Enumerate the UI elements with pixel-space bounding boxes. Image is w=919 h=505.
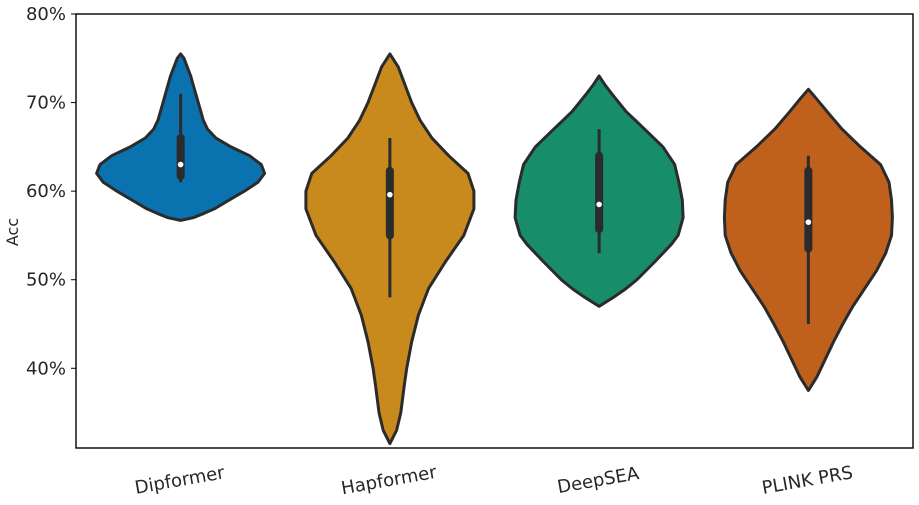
x-tick-label: PLINK PRS — [760, 462, 854, 499]
y-tick-label: 40% — [26, 358, 66, 379]
violin-dipformer — [95, 52, 267, 222]
violin-hapformer — [304, 52, 476, 446]
y-tick-label: 50% — [26, 270, 66, 291]
y-axis-ticks: 40% 50% 60% 70% 80% — [26, 4, 76, 379]
violin-median-point — [805, 219, 812, 225]
violin-median-point — [387, 191, 393, 198]
plot-frame — [75, 13, 914, 449]
x-tick-label: Hapformer — [340, 462, 439, 500]
violin-median-point — [177, 161, 184, 168]
violin-plink-prs — [722, 87, 894, 392]
violins-layer — [95, 52, 894, 446]
y-tick-label: 80% — [26, 4, 66, 25]
y-tick-label: 70% — [26, 93, 66, 114]
x-tick-label: DeepSEA — [556, 463, 642, 498]
y-tick-label: 60% — [26, 181, 66, 202]
violin-deepsea — [513, 74, 685, 308]
x-axis-ticks: Dipformer Hapformer DeepSEA PLINK PRS — [133, 462, 854, 500]
x-tick-label: Dipformer — [133, 462, 227, 499]
y-axis-label: Acc — [3, 218, 22, 246]
violin-median-point — [596, 201, 602, 208]
